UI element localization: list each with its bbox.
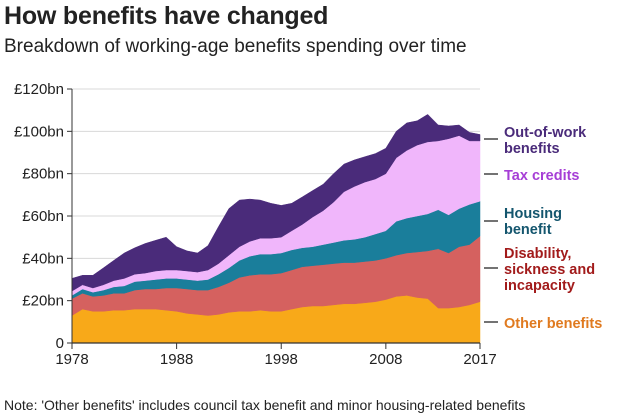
legend-label: incapacity xyxy=(504,278,575,294)
legend-label: Other benefits xyxy=(504,316,602,332)
y-tick-label: £60bn xyxy=(22,208,64,225)
legend-label: Out-of-work xyxy=(504,125,587,141)
legend-item: Tax credits xyxy=(484,168,580,184)
y-tick-label: 0 xyxy=(56,335,64,352)
y-tick-label: £80bn xyxy=(22,166,64,183)
x-tick-label: 2008 xyxy=(369,351,402,368)
legend-label: Tax credits xyxy=(504,168,580,184)
footnote: Note: 'Other benefits' includes council … xyxy=(4,397,526,413)
legend: Other benefits Disability,sickness andinc… xyxy=(484,125,602,332)
x-tick-label: 1998 xyxy=(265,351,298,368)
x-tick-label: 2017 xyxy=(463,351,496,368)
x-tick-label: 1988 xyxy=(160,351,193,368)
chart-title: How benefits have changed xyxy=(4,2,329,30)
y-tick-label: £100bn xyxy=(14,123,64,140)
legend-label: Disability, xyxy=(504,246,571,262)
y-tick-label: £20bn xyxy=(22,293,64,310)
y-tick-label: £120bn xyxy=(14,81,64,98)
legend-label: benefits xyxy=(504,141,560,157)
legend-label: Housing xyxy=(504,206,562,222)
x-tick-label: 1978 xyxy=(55,351,88,368)
chart-subtitle: Breakdown of working-age benefits spendi… xyxy=(4,36,467,57)
y-tick-label: £40bn xyxy=(22,250,64,267)
legend-item: Other benefits xyxy=(484,316,602,332)
legend-label: sickness and xyxy=(504,262,595,278)
area-out-of-work-benefits xyxy=(71,114,481,292)
legend-label: benefit xyxy=(504,222,552,238)
series-areas xyxy=(71,114,481,344)
axes: 0 £20bn £40bn £60bn £80bn £100bn £120bn 1978 198… xyxy=(14,81,497,368)
